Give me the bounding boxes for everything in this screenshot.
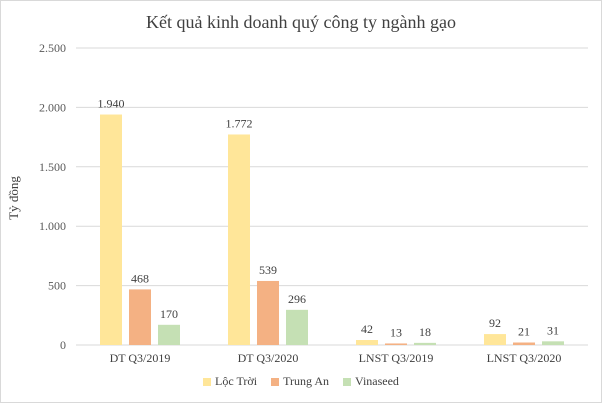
x-tick-label: DT Q3/2019 [110,351,171,365]
bar [385,343,407,345]
x-tick-label: DT Q3/2020 [238,351,299,365]
bar [228,134,250,345]
bar [158,324,180,345]
data-label: 92 [489,316,501,330]
data-label: 539 [259,263,277,277]
bar [356,340,378,345]
y-tick-label: 2.500 [39,41,66,55]
legend-item-loc-troi: Lộc Trời [203,374,257,389]
y-tick-label: 500 [48,279,66,293]
legend-item-vinaseed: Vinaseed [343,374,399,389]
y-tick-label: 1.000 [39,219,66,233]
legend-swatch [203,377,212,386]
bar [100,114,122,345]
bar [129,289,151,345]
y-tick-label: 0 [60,338,66,352]
bar [513,342,535,345]
bar [484,334,506,345]
data-label: 42 [361,322,373,336]
data-label: 1.772 [226,116,253,130]
legend-item-trung-an: Trung An [271,374,329,389]
legend-label: Vinaseed [355,374,399,388]
legend-swatch [343,377,351,386]
x-tick-label: LNST Q3/2019 [359,351,434,365]
legend-label: Lộc Trời [215,374,258,388]
data-label: 31 [547,323,559,337]
bar [257,280,279,345]
data-label: 1.940 [98,97,125,111]
y-tick-label: 2.000 [39,100,66,114]
bar [286,309,308,345]
data-label: 170 [160,307,178,321]
chart-legend: Lộc Trời Trung An Vinaseed [0,374,602,389]
x-tick-label: LNST Q3/2020 [487,351,562,365]
data-label: 468 [131,271,149,285]
chart-title: Kết quả kinh doanh quý công ty ngành gạo [146,12,456,32]
bar [542,341,564,345]
data-label: 18 [419,325,431,339]
legend-swatch [271,377,280,386]
legend-label: Trung An [283,374,329,388]
data-label: 21 [518,325,530,339]
bar [414,342,436,345]
y-tick-label: 1.500 [39,160,66,174]
data-label: 296 [288,292,306,306]
data-label: 13 [390,325,402,339]
